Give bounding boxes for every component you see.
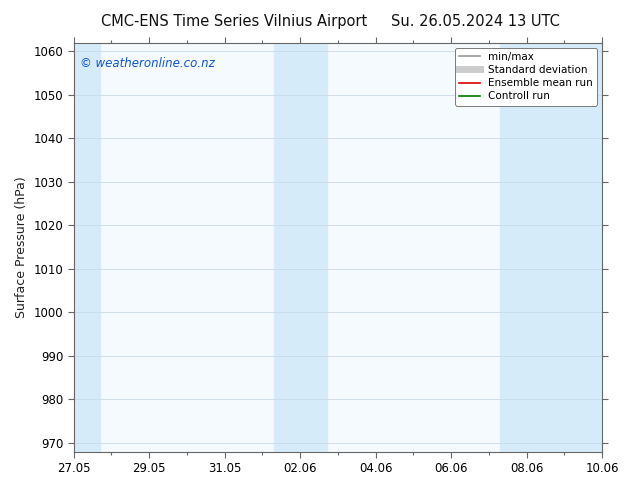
Bar (500, 43, 602, 452)
Legend: min/max, Standard deviation, Ensemble mean run, Controll run: min/max, Standard deviation, Ensemble me… (455, 48, 597, 105)
Bar (74, 43, 100, 452)
Bar (274, 43, 327, 452)
Text: © weatheronline.co.nz: © weatheronline.co.nz (80, 57, 215, 70)
Y-axis label: Surface Pressure (hPa): Surface Pressure (hPa) (15, 176, 28, 318)
Text: Su. 26.05.2024 13 UTC: Su. 26.05.2024 13 UTC (391, 14, 560, 29)
Text: CMC-ENS Time Series Vilnius Airport: CMC-ENS Time Series Vilnius Airport (101, 14, 368, 29)
